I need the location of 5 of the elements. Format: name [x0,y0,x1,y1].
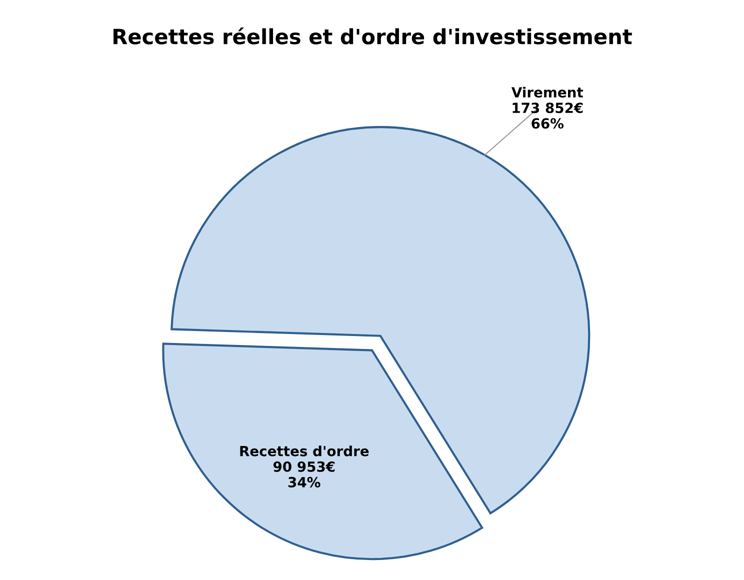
slice-label: Virement [511,86,584,98]
chart-title: Recettes réelles et d'ordre d'investissement [114,27,632,44]
data-label: 173 852€ 66% [512,102,583,129]
data-label: 90 953€ 34% [273,461,335,488]
slice-label: Recettes d'ordre [240,446,369,456]
